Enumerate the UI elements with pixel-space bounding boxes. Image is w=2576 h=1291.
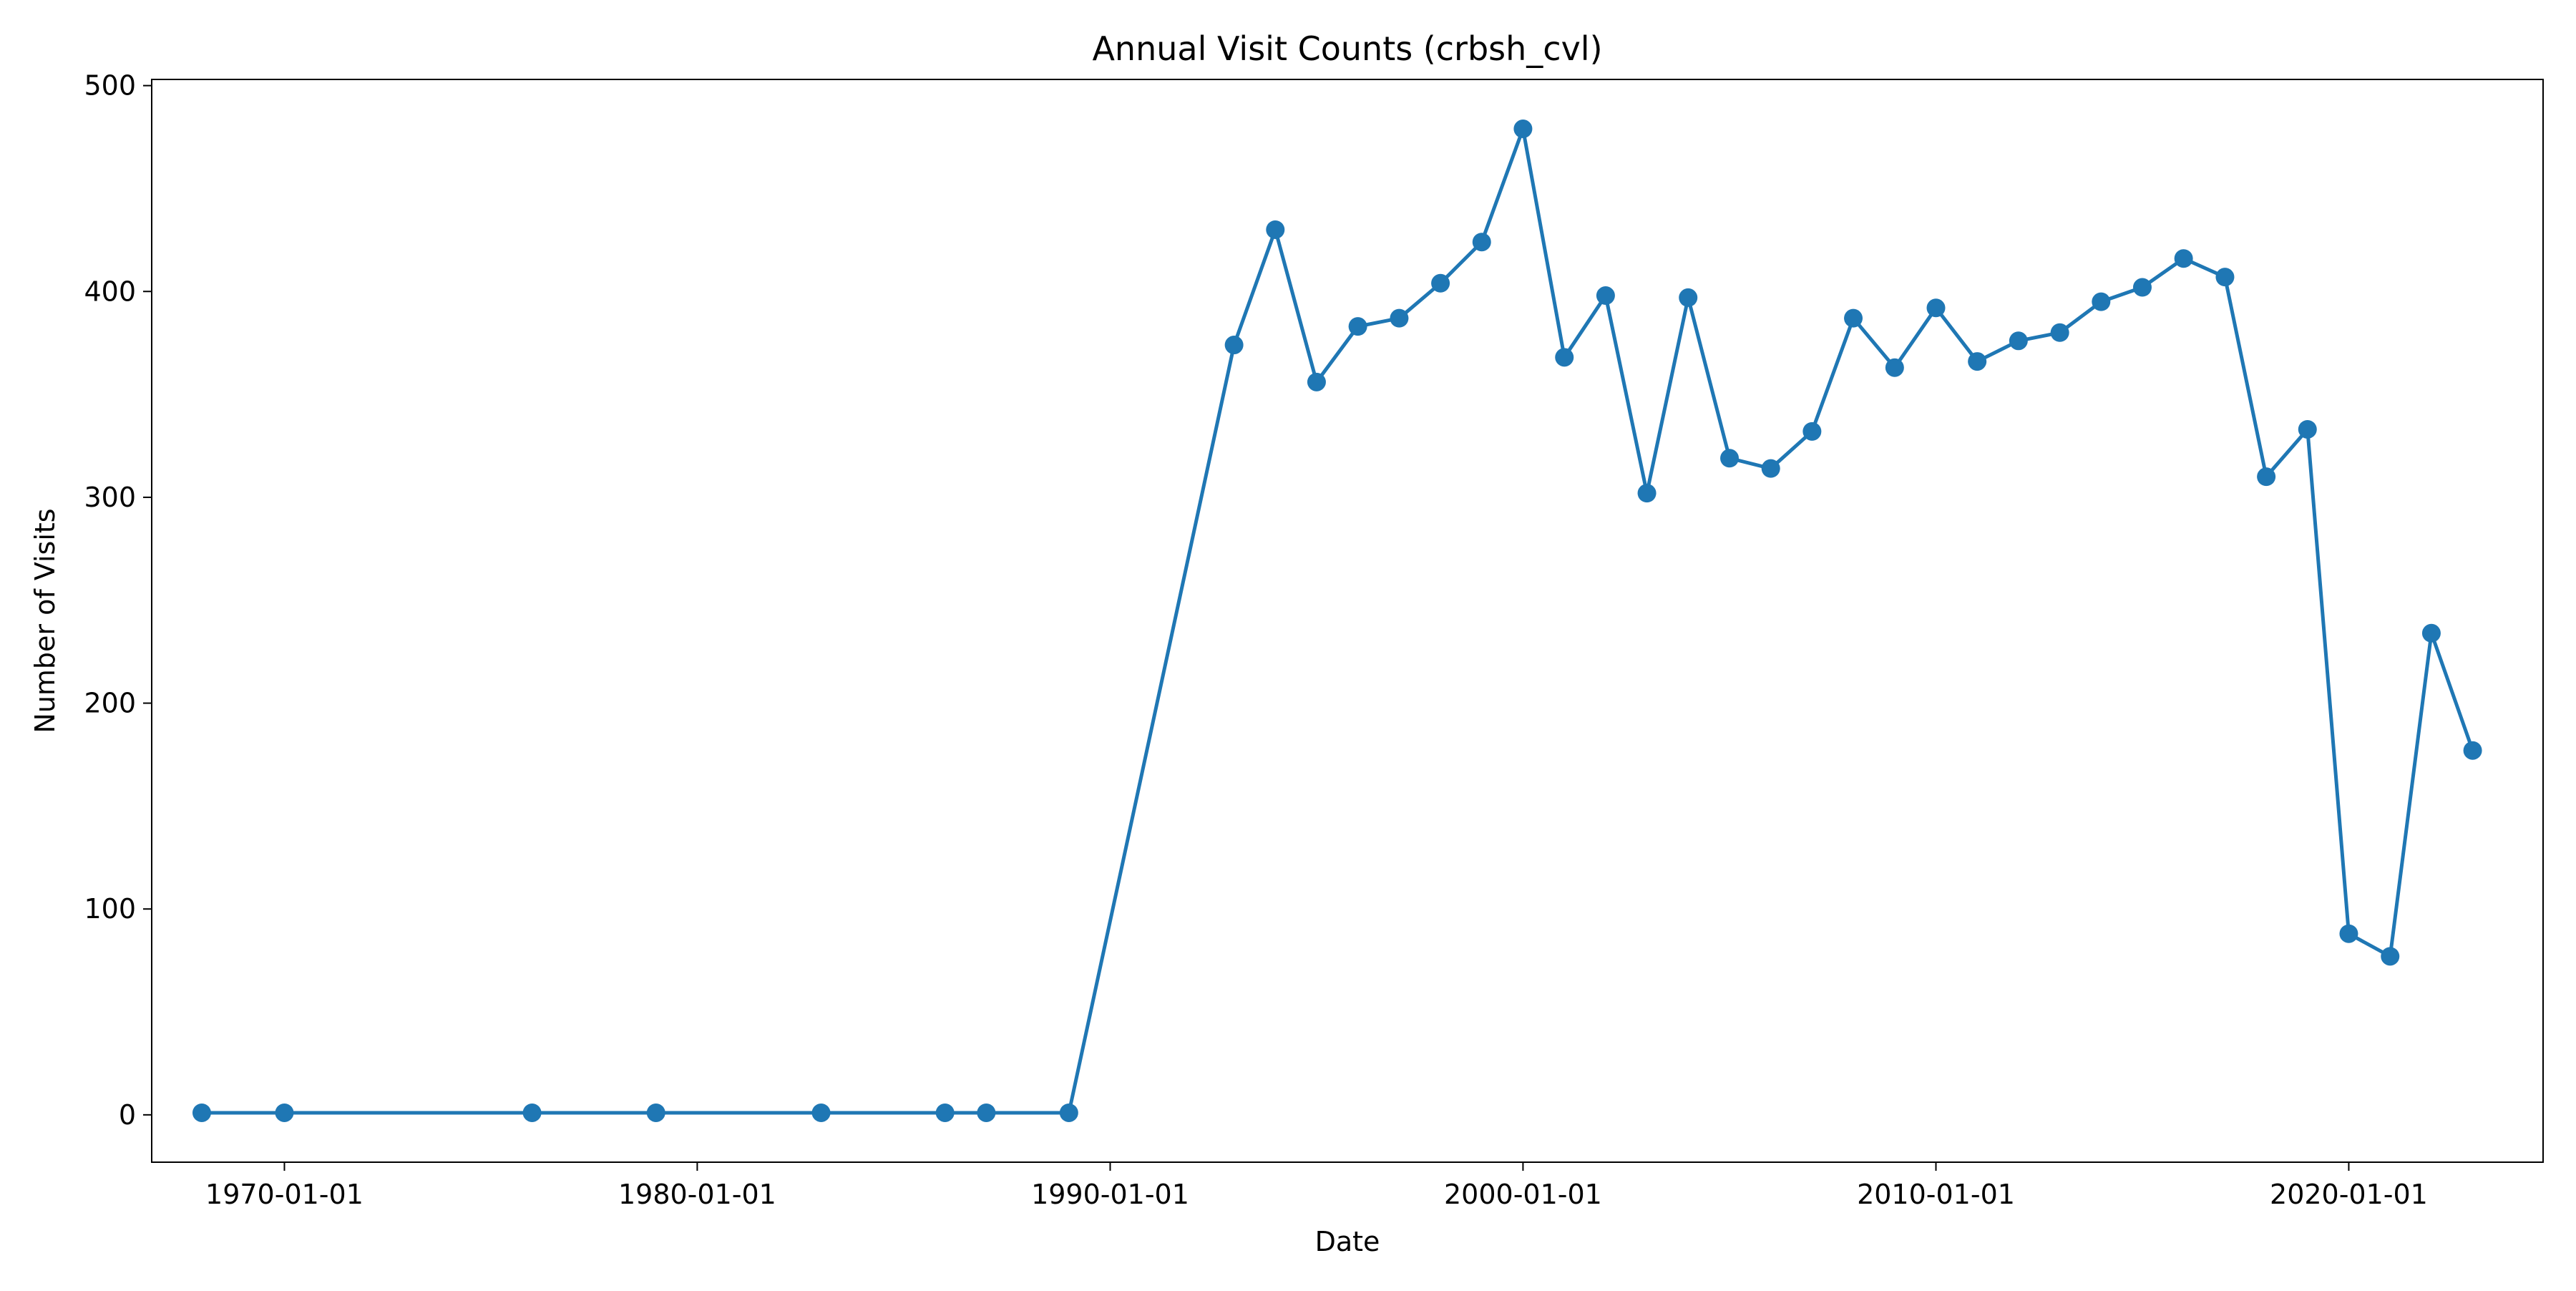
data-point-marker bbox=[811, 1103, 831, 1122]
series-layer bbox=[192, 120, 2482, 1122]
x-tick-label: 2010-01-01 bbox=[1857, 1179, 2015, 1210]
data-point-marker bbox=[1761, 459, 1780, 478]
data-point-marker bbox=[646, 1103, 665, 1122]
data-point-marker bbox=[2463, 741, 2482, 760]
y-tick-label: 200 bbox=[84, 688, 136, 719]
y-tick-label: 400 bbox=[84, 276, 136, 307]
data-point-marker bbox=[1348, 317, 1367, 336]
data-point-marker bbox=[977, 1103, 996, 1122]
data-point-marker bbox=[1307, 372, 1326, 391]
data-point-marker bbox=[2009, 331, 2028, 351]
data-point-marker bbox=[1390, 308, 1409, 328]
data-point-marker bbox=[1802, 422, 1822, 441]
data-point-marker bbox=[2174, 249, 2193, 268]
data-point-marker bbox=[1844, 308, 1863, 328]
data-point-marker bbox=[1555, 348, 1574, 367]
data-point-marker bbox=[2215, 268, 2235, 287]
y-axis-label: Number of Visits bbox=[29, 508, 61, 733]
data-point-marker bbox=[1926, 298, 1946, 318]
x-tick-label: 2000-01-01 bbox=[1444, 1179, 1602, 1210]
data-point-marker bbox=[1059, 1103, 1078, 1122]
y-tick-label: 500 bbox=[84, 70, 136, 102]
x-tick-label: 1980-01-01 bbox=[618, 1179, 776, 1210]
data-point-marker bbox=[2257, 467, 2276, 487]
y-tick-label: 0 bbox=[119, 1099, 136, 1131]
x-axis-label: Date bbox=[1315, 1226, 1380, 1257]
data-point-marker bbox=[192, 1103, 211, 1122]
data-point-marker bbox=[1679, 288, 1698, 307]
data-point-marker bbox=[2339, 924, 2358, 943]
x-tick-label: 1990-01-01 bbox=[1031, 1179, 1189, 1210]
data-point-marker bbox=[1266, 220, 1285, 239]
data-point-marker bbox=[1472, 233, 1491, 252]
data-point-marker bbox=[1885, 358, 1904, 377]
data-point-marker bbox=[1224, 336, 1244, 355]
x-tick-label: 1970-01-01 bbox=[205, 1179, 364, 1210]
data-point-marker bbox=[935, 1103, 955, 1122]
data-point-marker bbox=[522, 1103, 542, 1122]
data-point-marker bbox=[1720, 449, 1740, 468]
x-tick-label: 2020-01-01 bbox=[2270, 1179, 2428, 1210]
y-tick-label: 100 bbox=[84, 893, 136, 925]
data-point-marker bbox=[1968, 352, 1987, 371]
plot-area-frame bbox=[151, 79, 2544, 1163]
data-point-marker bbox=[1596, 286, 1615, 306]
chart-title: Annual Visit Counts (crbsh_cvl) bbox=[1092, 29, 1602, 68]
data-point-marker bbox=[2421, 623, 2441, 643]
data-point-marker bbox=[1513, 120, 1533, 139]
data-point-marker bbox=[1637, 484, 1657, 503]
data-point-marker bbox=[2298, 419, 2317, 439]
data-point-marker bbox=[2132, 278, 2152, 297]
data-point-marker bbox=[2050, 323, 2069, 342]
data-point-marker bbox=[1431, 273, 1450, 293]
data-point-marker bbox=[2092, 292, 2111, 311]
ticks-layer: 1970-01-01 1980-01-01 1990-01-01 2000-01-01… bbox=[84, 70, 2427, 1210]
data-point-marker bbox=[2381, 947, 2400, 966]
data-point-marker bbox=[275, 1103, 294, 1122]
y-tick-label: 300 bbox=[84, 482, 136, 513]
